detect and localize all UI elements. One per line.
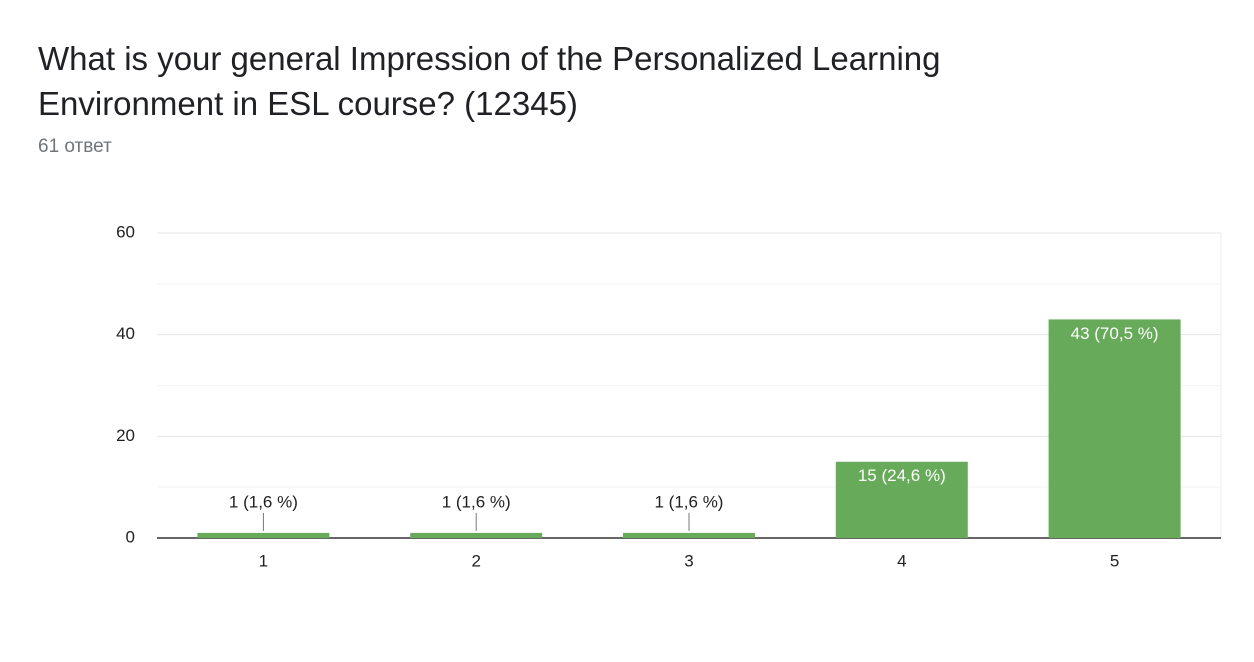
bar (835, 461, 968, 538)
y-tick-label: 40 (116, 324, 135, 343)
data-label: 15 (24,6 %) (858, 466, 946, 485)
data-label: 43 (70,5 %) (1071, 324, 1159, 343)
data-label: 1 (1,6 %) (229, 492, 298, 511)
x-tick-label: 2 (471, 551, 480, 570)
chart-subtitle: 61 ответ (38, 136, 112, 157)
y-tick-label: 60 (116, 222, 135, 241)
bar (1048, 319, 1181, 538)
y-tick-label: 0 (126, 527, 135, 546)
x-tick-label: 5 (1110, 551, 1119, 570)
data-label: 1 (1,6 %) (442, 492, 511, 511)
bar (410, 532, 543, 538)
data-label: 1 (1,6 %) (655, 492, 724, 511)
y-tick-label: 20 (116, 426, 135, 445)
bar (197, 532, 330, 538)
chart-title: What is your general Impression of the P… (38, 40, 941, 122)
x-tick-label: 3 (684, 551, 693, 570)
x-tick-label: 4 (897, 551, 906, 570)
bar (623, 532, 755, 538)
x-tick-label: 1 (259, 551, 268, 570)
